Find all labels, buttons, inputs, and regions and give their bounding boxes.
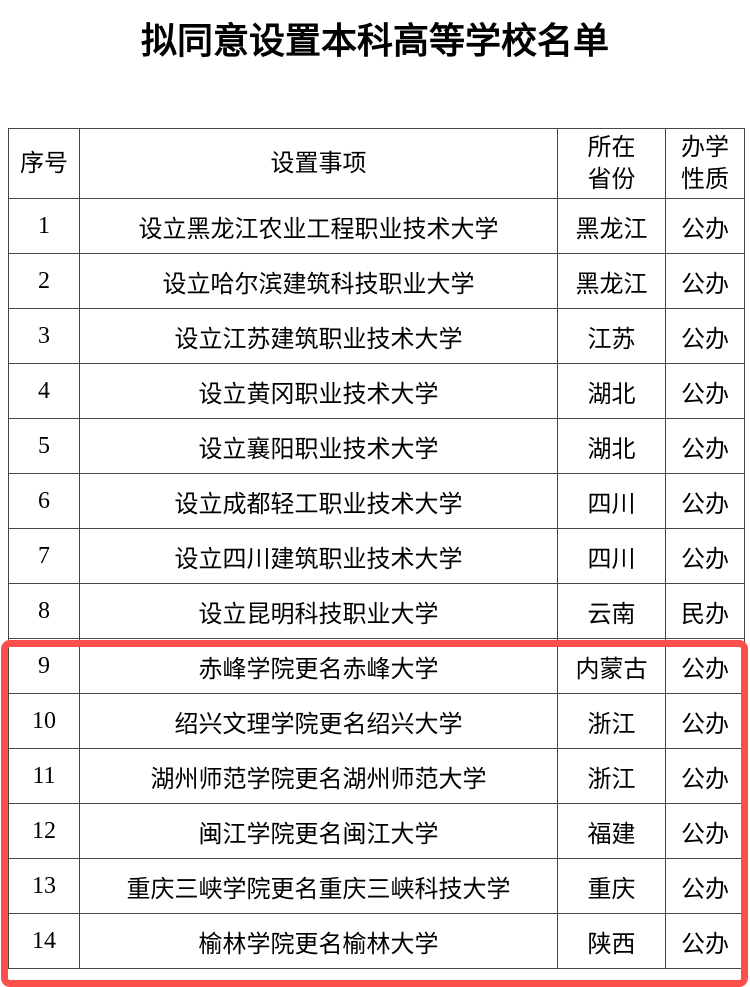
province-cell: 黑龙江 [557, 198, 666, 254]
province-cell: 浙江 [557, 693, 666, 749]
serial-number-cell: 3 [8, 308, 80, 364]
school-nature-cell: 公办 [665, 308, 745, 364]
setup-item-cell: 设立昆明科技职业大学 [79, 583, 558, 639]
school-nature-cell: 公办 [665, 528, 745, 584]
province-cell: 四川 [557, 473, 666, 529]
serial-number-cell: 5 [8, 418, 80, 474]
setup-item-cell: 湖州师范学院更名湖州师范大学 [79, 748, 558, 804]
table-row-highlighted: 13 重庆三峡学院更名重庆三峡科技大学 重庆 公办 [8, 858, 745, 914]
school-nature-cell: 公办 [665, 858, 745, 914]
table-row: 5 设立襄阳职业技术大学 湖北 公办 [8, 418, 745, 474]
province-cell: 云南 [557, 583, 666, 639]
province-cell: 四川 [557, 528, 666, 584]
serial-number-cell: 10 [8, 693, 80, 749]
school-nature-cell: 公办 [665, 198, 745, 254]
school-nature-cell: 公办 [665, 253, 745, 309]
school-nature-cell: 公办 [665, 913, 745, 969]
school-nature-cell: 公办 [665, 748, 745, 804]
table-row: 6 设立成都轻工职业技术大学 四川 公办 [8, 473, 745, 529]
table-row-highlighted: 9 赤峰学院更名赤峰大学 内蒙古 公办 [8, 638, 745, 694]
school-nature-cell: 公办 [665, 693, 745, 749]
province-cell: 湖北 [557, 363, 666, 419]
serial-number-cell: 4 [8, 363, 80, 419]
universities-table: 序号 设置事项 所在 省份 办学 性质 1 设立黑龙江农业工程职业技术大学 黑龙江公… [8, 128, 745, 969]
serial-number-cell: 6 [8, 473, 80, 529]
province-cell: 黑龙江 [557, 253, 666, 309]
page-title: 拟同意设置本科高等学校名单 [140, 20, 609, 61]
table-row-highlighted: 14 榆林学院更名榆林大学 陕西 公办 [8, 913, 745, 969]
serial-number-cell: 14 [8, 913, 80, 969]
serial-number-cell: 11 [8, 748, 80, 804]
setup-item-cell: 设立黑龙江农业工程职业技术大学 [79, 198, 558, 254]
table-row-highlighted: 10 绍兴文理学院更名绍兴大学 浙江 公办 [8, 693, 745, 749]
setup-item-cell: 赤峰学院更名赤峰大学 [79, 638, 558, 694]
table-row-highlighted: 11 湖州师范学院更名湖州师范大学 浙江 公办 [8, 748, 745, 804]
setup-item-cell: 绍兴文理学院更名绍兴大学 [79, 693, 558, 749]
table-header-row: 序号 设置事项 所在 省份 办学 性质 [8, 128, 745, 199]
serial-number-cell: 12 [8, 803, 80, 859]
school-nature-cell: 民办 [665, 583, 745, 639]
table-row: 7 设立四川建筑职业技术大学 四川 公办 [8, 528, 745, 584]
table-row: 4 设立黄冈职业技术大学 湖北 公办 [8, 363, 745, 419]
setup-item-cell: 闽江学院更名闽江大学 [79, 803, 558, 859]
setup-item-cell: 榆林学院更名榆林大学 [79, 913, 558, 969]
setup-item-cell: 设立黄冈职业技术大学 [79, 363, 558, 419]
setup-item-cell: 设立四川建筑职业技术大学 [79, 528, 558, 584]
province-cell: 浙江 [557, 748, 666, 804]
header-setup-item: 设置事项 [79, 128, 558, 199]
setup-item-cell: 设立江苏建筑职业技术大学 [79, 308, 558, 364]
province-cell: 内蒙古 [557, 638, 666, 694]
table-body: 1 设立黑龙江农业工程职业技术大学 黑龙江 公办 2 设立哈尔滨建筑科技职业大学 黑龙江 公办… [8, 198, 745, 969]
serial-number-cell: 13 [8, 858, 80, 914]
province-cell: 江苏 [557, 308, 666, 364]
school-nature-cell: 公办 [665, 363, 745, 419]
school-nature-cell: 公办 [665, 803, 745, 859]
table-row: 8 设立昆明科技职业大学 云南 民办 [8, 583, 745, 639]
province-cell: 湖北 [557, 418, 666, 474]
header-serial-number: 序号 [8, 128, 80, 199]
serial-number-cell: 7 [8, 528, 80, 584]
serial-number-cell: 1 [8, 198, 80, 254]
setup-item-cell: 重庆三峡学院更名重庆三峡科技大学 [79, 858, 558, 914]
serial-number-cell: 2 [8, 253, 80, 309]
table-row: 2 设立哈尔滨建筑科技职业大学 黑龙江 公办 [8, 253, 745, 309]
table-row-highlighted: 12 闽江学院更名闽江大学 福建 公办 [8, 803, 745, 859]
serial-number-cell: 8 [8, 583, 80, 639]
school-nature-cell: 公办 [665, 473, 745, 529]
province-cell: 重庆 [557, 858, 666, 914]
serial-number-cell: 9 [8, 638, 80, 694]
setup-item-cell: 设立襄阳职业技术大学 [79, 418, 558, 474]
header-province: 所在 省份 [557, 128, 666, 199]
header-school-nature: 办学 性质 [665, 128, 745, 199]
school-nature-cell: 公办 [665, 418, 745, 474]
table-row: 3 设立江苏建筑职业技术大学 江苏 公办 [8, 308, 745, 364]
setup-item-cell: 设立哈尔滨建筑科技职业大学 [79, 253, 558, 309]
setup-item-cell: 设立成都轻工职业技术大学 [79, 473, 558, 529]
province-cell: 福建 [557, 803, 666, 859]
table-row: 1 设立黑龙江农业工程职业技术大学 黑龙江 公办 [8, 198, 745, 254]
province-cell: 陕西 [557, 913, 666, 969]
school-nature-cell: 公办 [665, 638, 745, 694]
